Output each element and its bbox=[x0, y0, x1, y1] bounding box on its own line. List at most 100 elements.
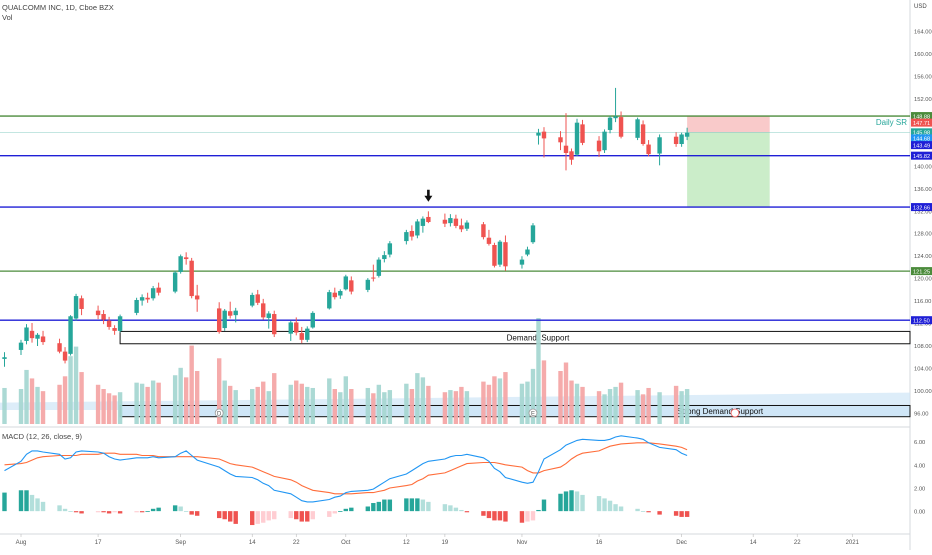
time-tick-label: Sep bbox=[175, 540, 186, 546]
macd-histogram-bar bbox=[2, 492, 7, 512]
macd-histogram-bar bbox=[68, 511, 73, 512]
candle-body bbox=[338, 291, 343, 296]
macd-histogram-bar bbox=[117, 511, 123, 514]
candle-body bbox=[607, 117, 613, 130]
macd-histogram-bar bbox=[338, 511, 343, 512]
price-badge-label: 147.71 bbox=[913, 121, 930, 127]
candle-body bbox=[112, 328, 117, 331]
time-tick-label: 22 bbox=[293, 540, 300, 546]
macd-histogram-bar bbox=[530, 511, 536, 521]
macd-histogram-bar bbox=[156, 507, 161, 512]
down-arrow-icon bbox=[424, 189, 433, 202]
candle-body bbox=[18, 342, 24, 350]
time-tick-label: 14 bbox=[750, 540, 757, 546]
reward-box bbox=[687, 132, 770, 208]
level-price-badge-label: 121.25 bbox=[913, 269, 930, 275]
macd-histogram-bar bbox=[563, 491, 569, 512]
volume-bar bbox=[569, 380, 574, 424]
macd-histogram-bar bbox=[640, 511, 646, 512]
time-tick-label: 16 bbox=[596, 540, 603, 546]
volume-bar bbox=[596, 391, 602, 424]
volume-bar bbox=[172, 375, 178, 424]
volume-bar bbox=[35, 386, 40, 424]
candle-body bbox=[404, 232, 409, 242]
volume-bar bbox=[635, 390, 640, 424]
macd-histogram-bar bbox=[382, 499, 387, 512]
volume-bar bbox=[57, 384, 62, 424]
volume-bar bbox=[79, 372, 84, 424]
price-tick-label: 108.00 bbox=[914, 344, 932, 350]
macd-histogram-bar bbox=[222, 511, 227, 520]
candle-body bbox=[29, 330, 35, 339]
time-tick-label: 19 bbox=[442, 540, 449, 546]
macd-histogram-bar bbox=[145, 511, 150, 512]
candle-body bbox=[40, 336, 46, 343]
candle-body bbox=[563, 145, 569, 153]
zone-label: Strong Demand Support bbox=[677, 407, 764, 416]
volume-bar bbox=[40, 391, 46, 424]
macd-histogram-bar bbox=[459, 509, 464, 512]
macd-histogram-bar bbox=[349, 507, 354, 512]
candle-body bbox=[194, 295, 200, 300]
candle-body bbox=[250, 294, 255, 306]
macd-line bbox=[4, 435, 688, 503]
price-tick-label: 164.00 bbox=[914, 30, 932, 36]
macd-histogram-bar bbox=[420, 499, 426, 512]
volume-bar bbox=[145, 386, 150, 424]
candle-body bbox=[657, 137, 662, 154]
macd-histogram-bar bbox=[250, 511, 255, 526]
macd-histogram-bar bbox=[310, 511, 315, 520]
volume-bar bbox=[525, 381, 530, 424]
volume-bar bbox=[101, 389, 106, 424]
candle-body bbox=[255, 294, 260, 303]
macd-tick-label: 6.00 bbox=[914, 440, 925, 446]
price-tick-label: 136.00 bbox=[914, 187, 932, 193]
volume-bar bbox=[68, 356, 73, 424]
level-price-badge bbox=[911, 112, 932, 121]
volume-bar bbox=[657, 392, 662, 424]
candle-body bbox=[310, 312, 315, 328]
volume-bar bbox=[409, 389, 415, 424]
time-tick-label: Dec bbox=[676, 540, 687, 546]
macd-histogram-bar bbox=[613, 504, 618, 512]
volume-bar bbox=[62, 376, 68, 424]
volume-bar bbox=[106, 393, 112, 424]
volume-bar bbox=[448, 390, 453, 424]
candle-body bbox=[409, 230, 415, 237]
volume-bar bbox=[580, 386, 585, 424]
macd-histogram-bar bbox=[415, 498, 420, 512]
macd-histogram-bar bbox=[216, 511, 222, 519]
candle-body bbox=[178, 256, 183, 272]
volume-bar bbox=[420, 377, 426, 424]
candle-body bbox=[415, 221, 420, 236]
macd-histogram-bar bbox=[255, 511, 260, 524]
macd-histogram-bar bbox=[24, 490, 29, 512]
candle-body bbox=[684, 132, 690, 137]
macd-histogram-bar bbox=[607, 500, 613, 512]
volume-bar bbox=[343, 376, 349, 424]
time-tick-label: 14 bbox=[249, 540, 256, 546]
macd-histogram-bar bbox=[448, 505, 453, 512]
volume-bar bbox=[602, 394, 607, 424]
price-badge bbox=[911, 141, 932, 150]
event-marker-label: E bbox=[531, 412, 535, 418]
macd-histogram-bar bbox=[525, 511, 530, 522]
candle-body bbox=[618, 117, 624, 137]
candle-body bbox=[640, 124, 646, 145]
strong-demand-support-zone bbox=[119, 404, 911, 418]
volume-bar bbox=[2, 387, 7, 424]
candle-body bbox=[503, 242, 508, 267]
volume-bar bbox=[563, 362, 569, 424]
candle-body bbox=[349, 280, 354, 292]
volume-bar bbox=[299, 383, 304, 424]
volume-bar bbox=[376, 384, 382, 424]
risk-box bbox=[687, 116, 770, 133]
volume-bar bbox=[327, 378, 332, 424]
level-price-badge-label: 112.50 bbox=[913, 318, 930, 324]
candle-body bbox=[228, 311, 233, 316]
volume-bar bbox=[305, 386, 310, 424]
candle-body bbox=[459, 225, 464, 230]
macd-histogram-bar bbox=[684, 511, 690, 517]
